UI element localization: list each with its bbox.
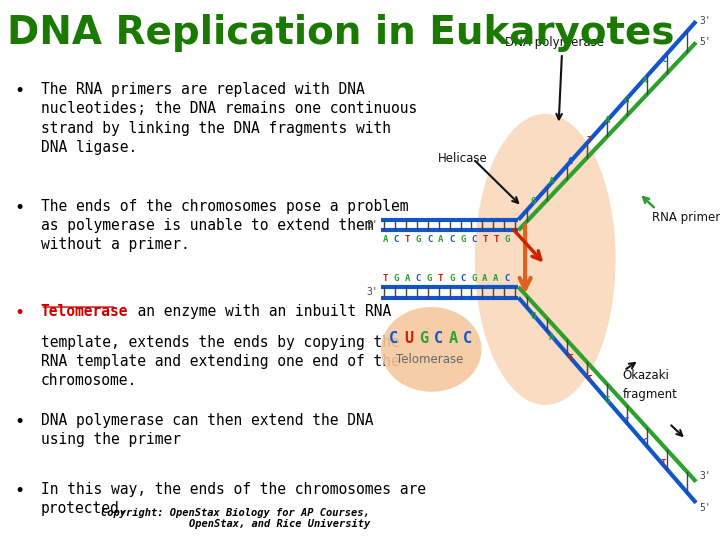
Text: C: C <box>460 274 465 283</box>
Text: DNA Replication in Eukaryotes: DNA Replication in Eukaryotes <box>7 14 675 51</box>
Text: A: A <box>493 274 499 283</box>
Text: C: C <box>642 438 647 447</box>
Text: C: C <box>427 234 432 244</box>
Text: Copyright: OpenStax Biology for AP Courses,
    OpenStax, and Rice University: Copyright: OpenStax Biology for AP Cours… <box>102 508 370 529</box>
Text: G: G <box>471 274 477 283</box>
Text: C: C <box>463 332 472 346</box>
Text: A: A <box>382 234 388 244</box>
Text: Okazaki: Okazaki <box>622 369 669 382</box>
Text: Telomerase: Telomerase <box>396 354 463 367</box>
Text: fragment: fragment <box>622 388 678 401</box>
Text: G: G <box>531 197 536 206</box>
Text: A: A <box>449 332 457 346</box>
Text: U: U <box>404 332 413 346</box>
Text: A: A <box>549 177 554 186</box>
Text: Helicase: Helicase <box>438 152 487 165</box>
Text: •: • <box>14 482 25 500</box>
Text: C: C <box>504 274 510 283</box>
Text: •: • <box>14 305 25 322</box>
Text: 5': 5' <box>366 220 377 230</box>
Text: G: G <box>605 396 611 405</box>
Text: C: C <box>471 234 477 244</box>
Text: C: C <box>433 332 443 346</box>
Text: G: G <box>531 312 536 321</box>
Text: DNA polymerase can then extend the DNA
using the primer: DNA polymerase can then extend the DNA u… <box>40 413 373 447</box>
Text: T: T <box>567 354 573 363</box>
Text: 5': 5' <box>699 37 711 48</box>
Text: The RNA primers are replaced with DNA
nucleotides; the DNA remains one continuou: The RNA primers are replaced with DNA nu… <box>40 82 417 155</box>
Text: 5': 5' <box>699 503 711 513</box>
Text: G: G <box>427 274 432 283</box>
Text: The ends of the chromosomes pose a problem
as polymerase is unable to extend the: The ends of the chromosomes pose a probl… <box>40 199 408 252</box>
Text: A: A <box>438 234 444 244</box>
Text: A: A <box>482 274 487 283</box>
Text: 3': 3' <box>699 16 711 26</box>
Text: G: G <box>419 332 428 346</box>
Ellipse shape <box>381 307 482 392</box>
Text: T: T <box>438 274 444 283</box>
Text: G: G <box>449 274 454 283</box>
Text: T: T <box>405 234 410 244</box>
Text: A: A <box>605 116 611 125</box>
Text: A: A <box>549 333 554 342</box>
Text: G: G <box>460 234 465 244</box>
Text: In this way, the ends of the chromosomes are
protected.: In this way, the ends of the chromosomes… <box>40 482 426 516</box>
Text: 3': 3' <box>366 287 377 297</box>
Text: T: T <box>482 234 487 244</box>
Text: DNA polymerase: DNA polymerase <box>505 36 604 49</box>
Text: T: T <box>586 375 592 384</box>
Text: RNA primer: RNA primer <box>652 211 720 224</box>
Text: G: G <box>624 96 629 105</box>
Text: T: T <box>661 459 666 468</box>
Text: •: • <box>14 413 25 431</box>
Text: A: A <box>642 76 647 85</box>
Text: Telomerase: Telomerase <box>40 305 128 319</box>
Text: C: C <box>416 274 421 283</box>
Text: C: C <box>624 417 629 426</box>
Text: •: • <box>14 199 25 217</box>
Text: 3': 3' <box>699 471 711 481</box>
Text: •: • <box>14 82 25 100</box>
Text: C: C <box>449 234 454 244</box>
Text: G: G <box>416 234 421 244</box>
Text: G: G <box>394 274 399 283</box>
Text: C: C <box>390 332 398 346</box>
Text: A: A <box>405 274 410 283</box>
Text: G: G <box>504 234 510 244</box>
Text: an enzyme with an inbuilt RNA: an enzyme with an inbuilt RNA <box>120 305 392 319</box>
Ellipse shape <box>474 114 616 405</box>
Text: C: C <box>661 56 666 64</box>
Text: C: C <box>394 234 399 244</box>
Text: C: C <box>567 157 573 166</box>
Text: T: T <box>382 274 388 283</box>
Text: T: T <box>586 137 592 145</box>
Text: T: T <box>493 234 499 244</box>
Text: template, extends the ends by copying the
RNA template and extending one end of : template, extends the ends by copying th… <box>40 335 400 388</box>
